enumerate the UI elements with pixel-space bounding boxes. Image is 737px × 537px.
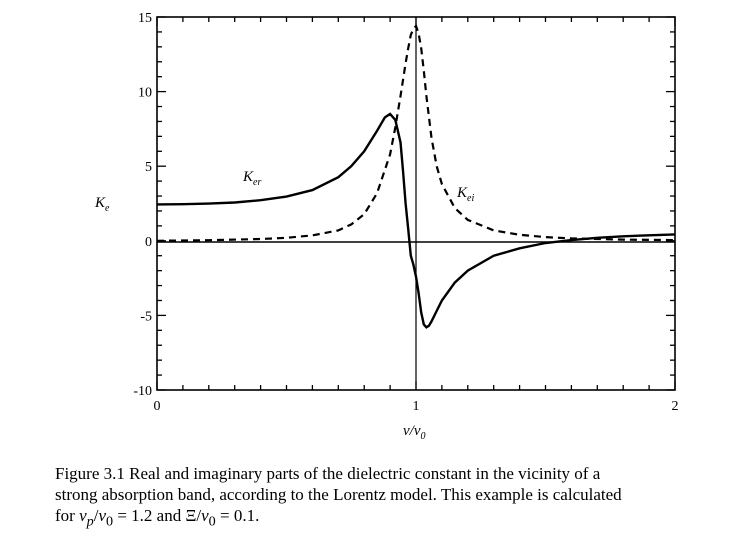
x-tick-label: 0 <box>154 399 161 414</box>
series-ker-line <box>156 112 676 329</box>
y-tick-label: 10 <box>138 86 152 101</box>
y-tick-label: 15 <box>138 11 152 26</box>
x-tick-label: 2 <box>672 399 679 414</box>
series-kei-line <box>156 23 676 242</box>
y-tick-label: 5 <box>145 160 152 175</box>
figure-caption: Figure 3.1 Real and imaginary parts of t… <box>55 463 725 532</box>
caption-line-2: strong absorption band, according to the… <box>55 485 622 504</box>
y-tick-label: 0 <box>145 235 152 250</box>
x-tick-label: 1 <box>413 399 420 414</box>
x-tick-labels: 0 1 2 <box>154 399 679 414</box>
y-tick-label: -5 <box>140 309 152 324</box>
x-axis-label: ν/ν0 <box>403 423 425 442</box>
tick-marks <box>156 16 676 391</box>
annotation-kei: Kei <box>456 185 474 204</box>
caption-line-3: for νp/ν0 = 1.2 and Ξ/ν0 = 0.1. <box>55 506 260 530</box>
annotation-ker: Ker <box>242 169 261 188</box>
y-tick-labels: 15 10 5 0 -5 -10 <box>133 11 152 399</box>
y-tick-label: -10 <box>133 384 152 399</box>
y-axis-label: Ke <box>94 195 110 214</box>
caption-line-1: Figure 3.1 Real and imaginary parts of t… <box>55 464 601 483</box>
lorentz-chart: 15 10 5 0 -5 -10 0 1 2 Ker Kei Ke ν/ν0 <box>94 11 679 442</box>
